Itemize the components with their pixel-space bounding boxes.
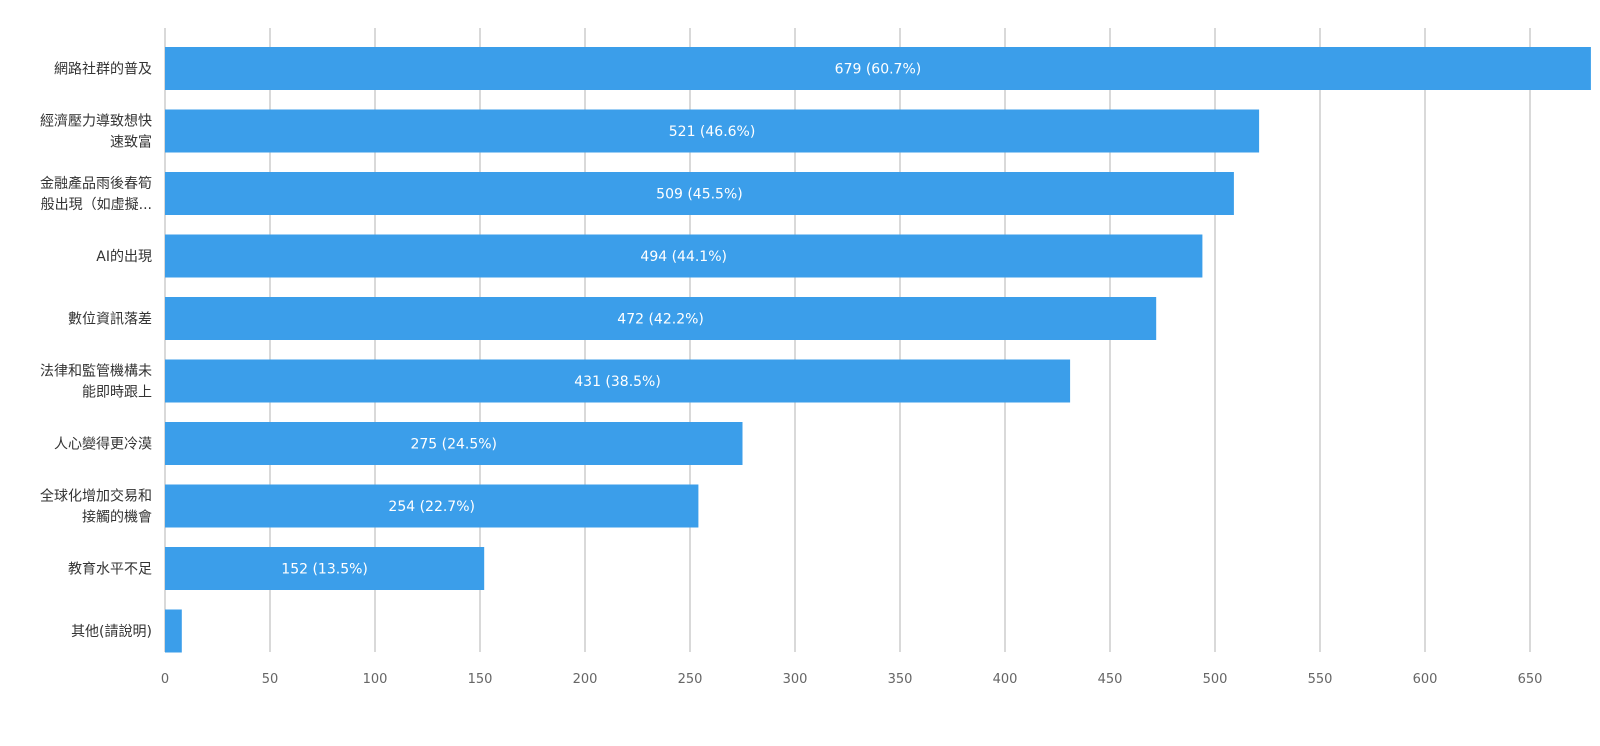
bar[interactable]: [165, 422, 743, 465]
bar-value-label: 509 (45.5%): [656, 187, 743, 203]
category-label: 教育水平不足: [68, 562, 152, 578]
x-tick-label: 300: [783, 672, 808, 687]
bar-value-label: 494 (44.1%): [640, 249, 727, 265]
category-label: AI的出現: [96, 249, 152, 265]
bar[interactable]: [165, 359, 1071, 403]
x-tick-label: 150: [468, 672, 493, 687]
bar-value-label: 521 (46.6%): [669, 124, 756, 140]
category-label: 法律和監管機構未: [40, 363, 152, 380]
bar-value-label: 679 (60.7%): [835, 62, 922, 78]
x-tick-label: 450: [1098, 672, 1123, 687]
category-label: 般出現（如虛擬...: [41, 197, 152, 213]
category-label: 能即時跟上: [82, 385, 152, 401]
bar[interactable]: [165, 484, 699, 528]
bar-value-label: 431 (38.5%): [574, 374, 661, 390]
category-label: 金融產品雨後春筍: [40, 175, 152, 192]
category-label: 人心變得更冷漠: [54, 436, 152, 453]
x-tick-label: 100: [363, 672, 388, 687]
bar[interactable]: [165, 297, 1157, 340]
bar-value-label: 472 (42.2%): [617, 312, 704, 328]
bar[interactable]: [165, 109, 1260, 153]
bar[interactable]: [165, 172, 1234, 215]
x-tick-label: 500: [1203, 672, 1228, 687]
bar[interactable]: [165, 234, 1203, 278]
category-label: 速致富: [110, 134, 152, 151]
bars-layer: [165, 47, 1591, 653]
x-tick-label: 0: [161, 672, 169, 687]
x-tick-label: 250: [678, 672, 703, 687]
x-tick-label: 350: [888, 672, 913, 687]
bar-value-label: 152 (13.5%): [281, 562, 368, 578]
bar[interactable]: [165, 47, 1591, 90]
category-label: 數位資訊落差: [68, 312, 152, 328]
bar[interactable]: [165, 609, 182, 653]
x-tick-label: 400: [993, 672, 1018, 687]
bar[interactable]: [165, 547, 485, 590]
x-tick-label: 50: [262, 672, 279, 687]
category-label: 其他(請說明): [71, 623, 152, 640]
category-label: 接觸的機會: [82, 509, 152, 526]
category-label: 經濟壓力導致想快: [40, 114, 152, 130]
bar-value-label: 254 (22.7%): [388, 499, 475, 515]
x-tick-label: 200: [573, 672, 598, 687]
labels-layer: 0 50 100 150 200 250 300 350 400 450 500 550 600 650 6…: [40, 62, 1542, 688]
bar-value-label: 275 (24.5%): [410, 437, 497, 453]
category-label: 全球化增加交易和: [40, 488, 152, 505]
category-label: 網路社群的普及: [54, 62, 152, 78]
x-tick-label: 600: [1413, 672, 1438, 687]
x-tick-label: 550: [1308, 672, 1333, 687]
x-tick-label: 650: [1518, 672, 1543, 687]
